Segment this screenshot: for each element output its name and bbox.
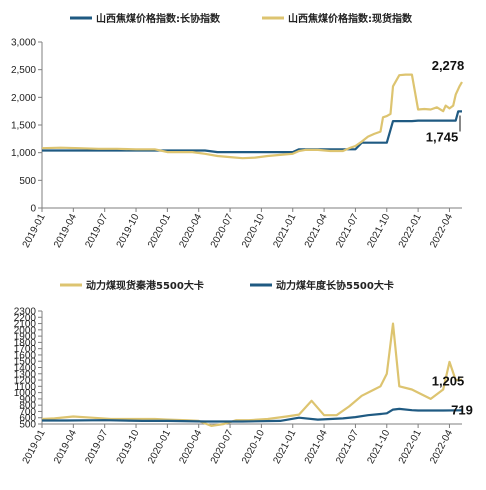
chart2-legend-label-contract: 动力煤年度长协5500大卡 xyxy=(276,279,394,292)
x-tick-label: 2020-01 xyxy=(146,428,173,466)
x-tick-label: 2019-10 xyxy=(115,428,142,466)
x-tick-label: 2021-10 xyxy=(365,428,392,466)
y-tick-label: 500 xyxy=(19,176,36,187)
y-tick-label: 0 xyxy=(30,204,36,215)
y-tick-label: 800 xyxy=(19,401,36,412)
y-tick-label: 1500 xyxy=(14,357,37,368)
x-tick-label: 2022-04 xyxy=(428,428,455,466)
x-tick-label: 2022-04 xyxy=(428,212,455,250)
y-tick-label: 2200 xyxy=(14,313,37,324)
x-tick-label: 2020-10 xyxy=(240,212,267,250)
series-line-spot xyxy=(41,73,463,160)
x-tick-label: 2021-07 xyxy=(334,212,361,250)
data-label: 2,278 xyxy=(432,58,465,73)
y-tick-label: 1,500 xyxy=(11,121,36,132)
y-tick-label: 1300 xyxy=(14,369,37,380)
x-tick-label: 2020-01 xyxy=(146,212,173,250)
x-tick-label: 2019-01 xyxy=(21,212,48,250)
x-tick-label: 2019-04 xyxy=(52,428,79,466)
y-tick-label: 2,500 xyxy=(11,65,36,76)
x-tick-label: 2021-04 xyxy=(303,212,330,250)
y-tick-label: 600 xyxy=(19,413,36,424)
x-tick-label: 2020-10 xyxy=(240,428,267,466)
y-tick-label: 3,000 xyxy=(11,38,36,49)
y-tick-label: 900 xyxy=(19,394,36,405)
chart2-legend-label-spot: 动力煤现货秦港5500大卡 xyxy=(86,279,204,292)
y-tick-label: 2100 xyxy=(14,319,37,330)
x-tick-label: 2020-04 xyxy=(177,212,204,250)
chart1-legend-label-contract: 山西焦煤价格指数:长协指数 xyxy=(96,12,221,25)
x-tick-label: 2021-10 xyxy=(365,212,392,250)
x-tick-label: 2020-04 xyxy=(177,428,204,466)
x-tick-label: 2021-01 xyxy=(271,428,298,466)
y-tick-label: 2,000 xyxy=(11,93,36,104)
y-tick-label: 1400 xyxy=(14,363,37,374)
y-tick-label: 500 xyxy=(19,420,36,431)
series-line-spot xyxy=(41,322,463,427)
x-tick-label: 2019-10 xyxy=(115,212,142,250)
x-tick-label: 2019-04 xyxy=(52,212,79,250)
y-tick-label: 2000 xyxy=(14,325,37,336)
series-line-contract xyxy=(42,110,462,154)
y-tick-label: 700 xyxy=(19,407,36,418)
chart1-legend-label-spot: 山西焦煤价格指数:现货指数 xyxy=(288,12,413,25)
x-tick-label: 2019-07 xyxy=(83,212,110,250)
y-tick-label: 1600 xyxy=(14,350,37,361)
y-tick-label: 1200 xyxy=(14,376,37,387)
data-label: 1,745 xyxy=(426,129,459,144)
data-label: 719 xyxy=(451,402,473,417)
x-tick-label: 2021-01 xyxy=(271,212,298,250)
y-tick-label: 1000 xyxy=(14,388,37,399)
x-tick-label: 2021-04 xyxy=(303,428,330,466)
series-line-contract xyxy=(42,407,463,423)
y-tick-label: 1,000 xyxy=(11,148,36,159)
chart1-legend: 山西焦煤价格指数:长协指数 山西焦煤价格指数:现货指数 xyxy=(70,12,413,25)
x-tick-label: 2019-07 xyxy=(83,428,110,466)
y-tick-label: 1700 xyxy=(14,344,37,355)
y-tick-label: 2300 xyxy=(14,307,37,318)
y-tick-label: 1800 xyxy=(14,338,37,349)
y-tick-label: 1900 xyxy=(14,332,37,343)
chart2-plot: 5006007008009001000110012001300140015001… xyxy=(14,307,473,466)
x-tick-label: 2022-01 xyxy=(397,212,424,250)
x-tick-label: 2019-01 xyxy=(21,428,48,466)
data-label: 1,205 xyxy=(432,374,465,389)
x-tick-label: 2022-01 xyxy=(397,428,424,466)
x-tick-label: 2021-07 xyxy=(334,428,361,466)
y-tick-label: 1100 xyxy=(14,382,36,393)
chart2-legend: 动力煤现货秦港5500大卡 动力煤年度长协5500大卡 xyxy=(60,279,394,292)
x-tick-label: 2020-07 xyxy=(209,428,236,466)
x-tick-label: 2020-07 xyxy=(209,212,236,250)
